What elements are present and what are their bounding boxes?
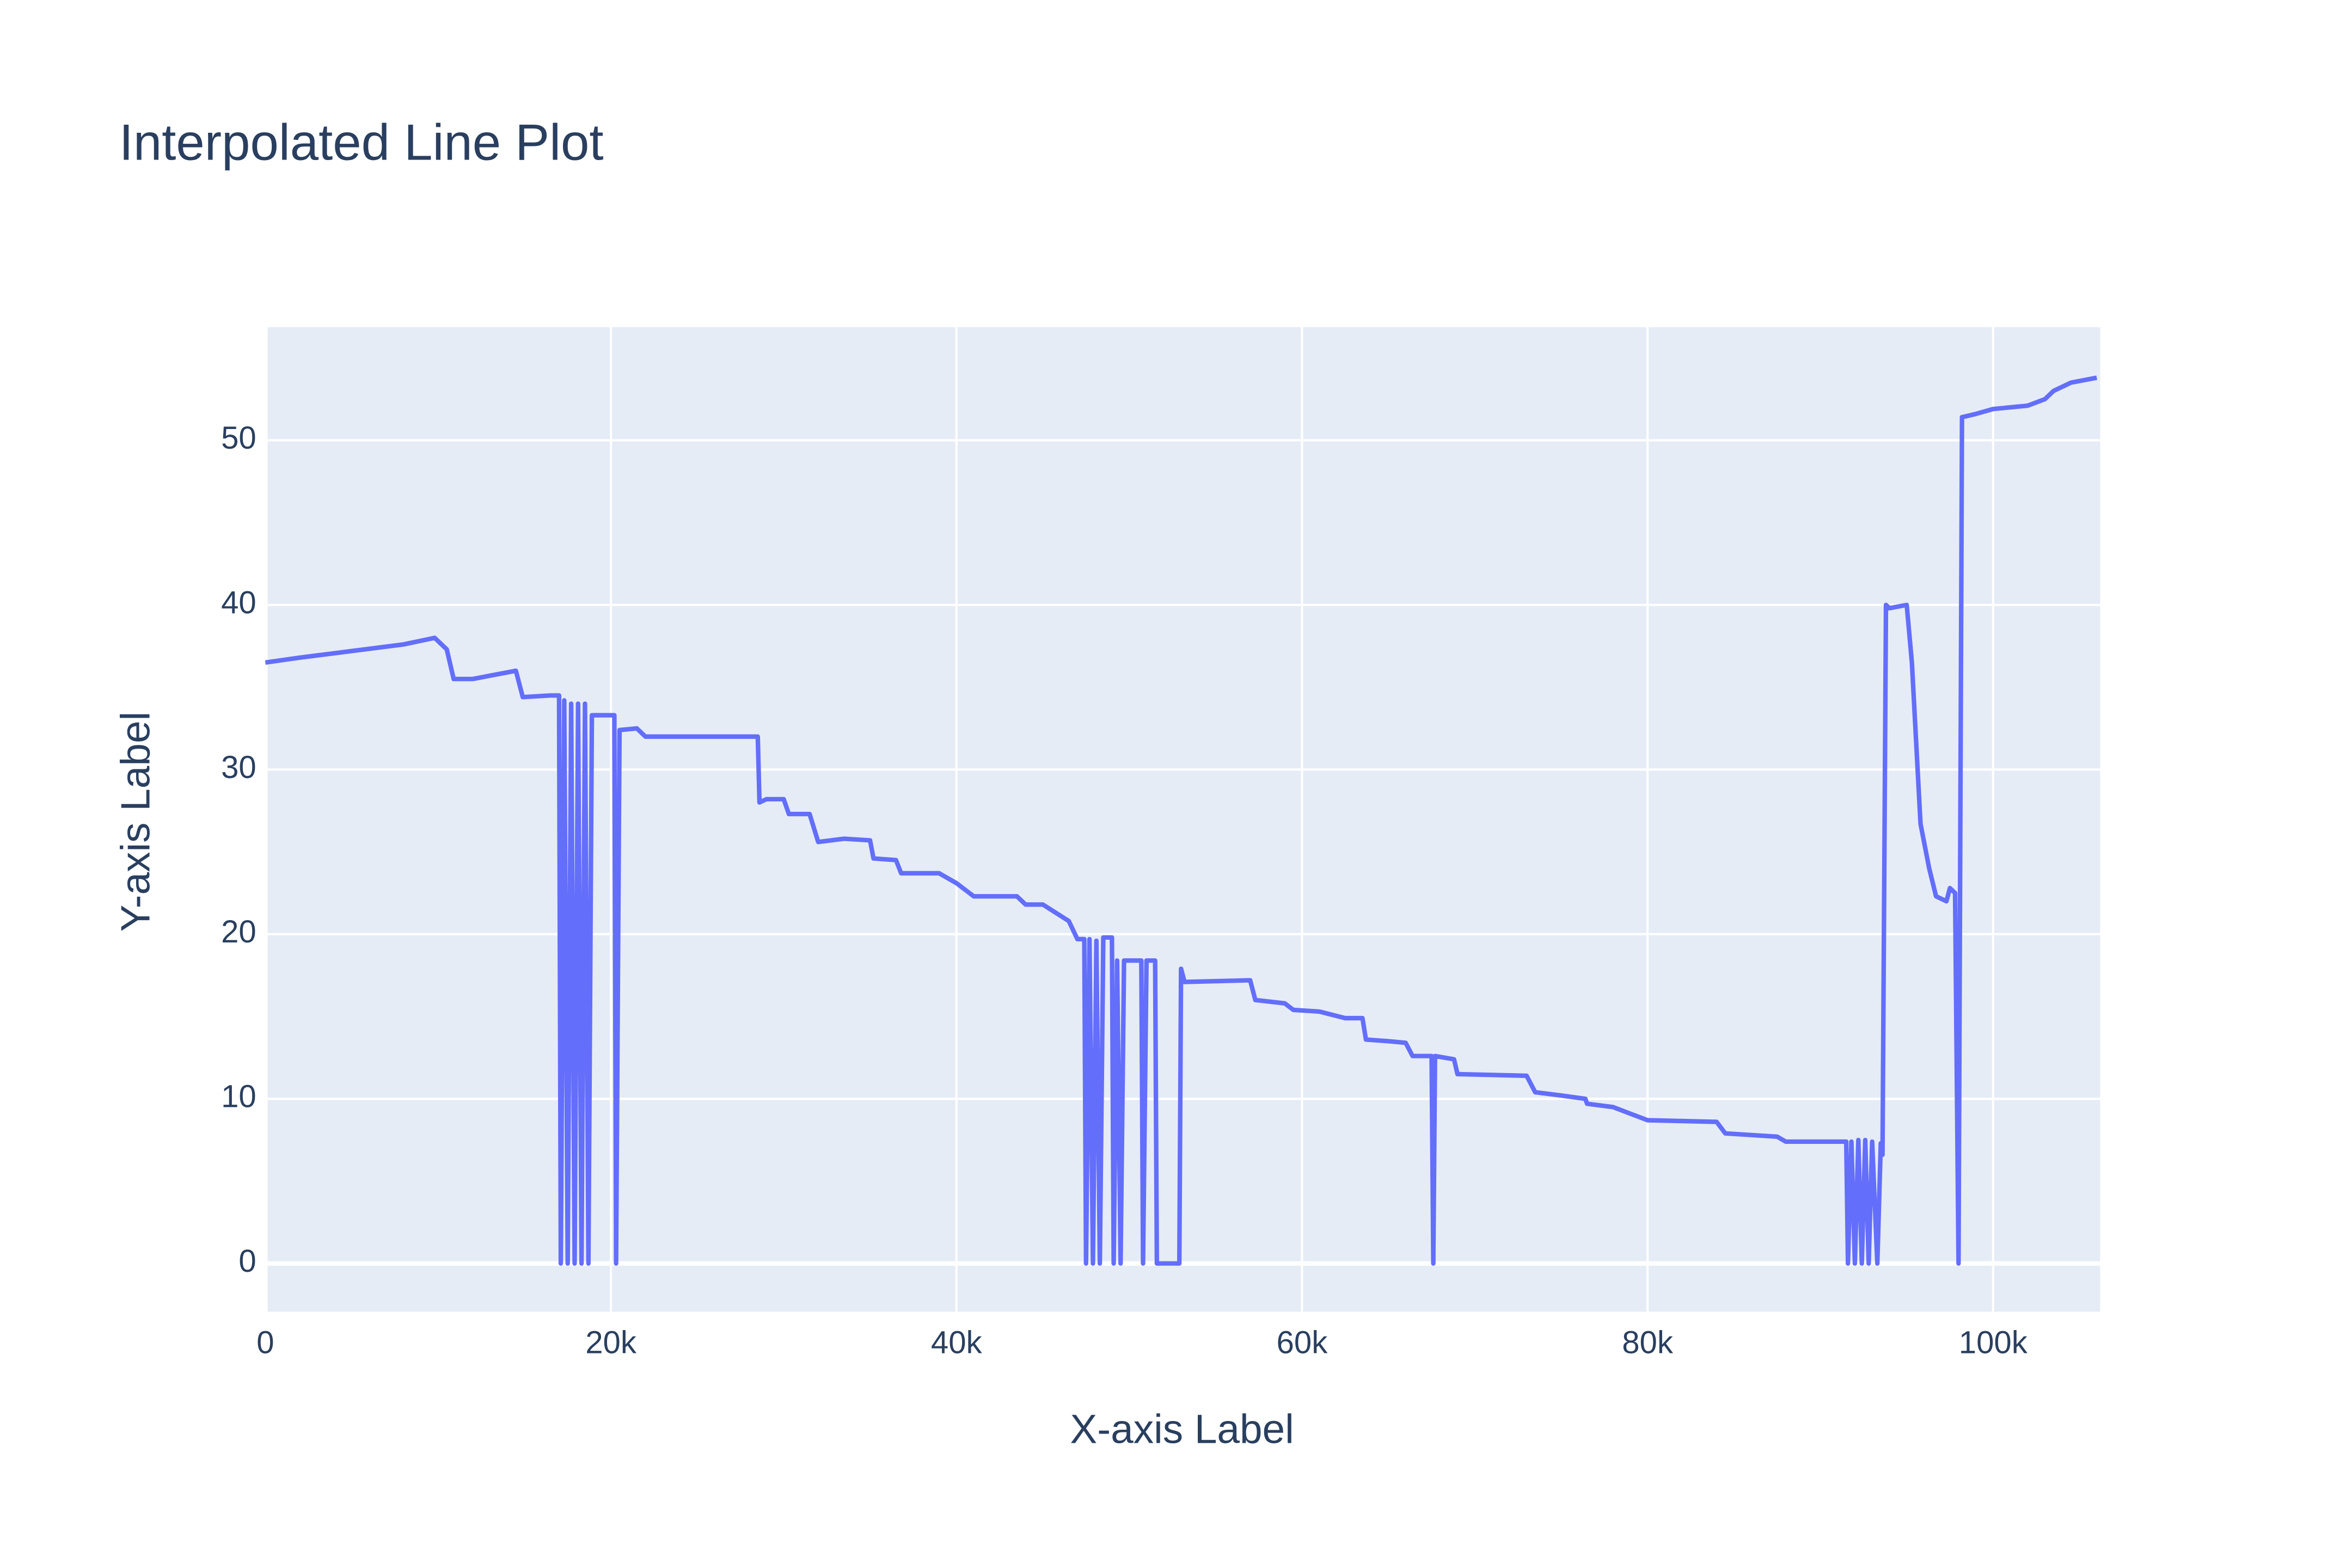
chart-title: Interpolated Line Plot <box>119 113 604 170</box>
x-tick-label: 0 <box>256 1325 274 1361</box>
y-axis-title: Y-axis Label <box>113 712 158 932</box>
x-axis-title: X-axis Label <box>1070 1406 1294 1452</box>
x-tick-label: 60k <box>1277 1325 1328 1361</box>
y-tick-label: 40 <box>221 585 256 620</box>
marks <box>265 375 2097 1266</box>
y-tick-label: 20 <box>221 914 256 950</box>
y-tick-label: 30 <box>221 750 256 785</box>
x-tick-label: 80k <box>1622 1325 1674 1361</box>
y-tick-label: 10 <box>221 1079 256 1114</box>
y-tick-label: 0 <box>238 1244 256 1279</box>
data-line <box>265 375 2097 1266</box>
y-tick-label: 50 <box>221 420 256 456</box>
x-tick-label: 40k <box>931 1325 983 1361</box>
x-tick-label: 100k <box>1959 1325 2028 1361</box>
x-tick-label: 20k <box>585 1325 637 1361</box>
plot-area <box>265 327 2100 1312</box>
